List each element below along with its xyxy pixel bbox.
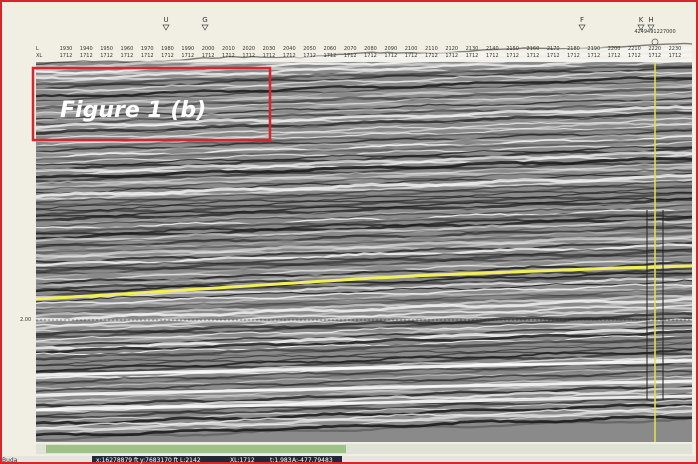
- inline-label: 2180: [567, 46, 580, 52]
- crossline-label: 1712: [222, 53, 235, 59]
- inline-label: 2160: [527, 46, 540, 52]
- crossline-label: 1712: [100, 53, 113, 59]
- inline-label: 2170: [547, 46, 560, 52]
- screenshot: Figure 1 (b) 2.00 LXL1930171219401712195…: [0, 0, 698, 464]
- inline-label: 2110: [425, 46, 438, 52]
- crossline-label: 1712: [669, 53, 682, 59]
- inline-label: 2120: [445, 46, 458, 52]
- crossline-label: 1712: [425, 53, 438, 59]
- crossline-label: 1712: [648, 53, 661, 59]
- crossline-label: 1712: [506, 53, 519, 59]
- crossline-label: 1712: [80, 53, 93, 59]
- row-label: XL: [36, 53, 42, 59]
- inline-label: 2090: [384, 46, 397, 52]
- crossline-label: 1712: [527, 53, 540, 59]
- crossline-label: 1712: [466, 53, 479, 59]
- well-marker: F: [580, 16, 584, 24]
- status-field: y:7683170 ft: [140, 457, 179, 464]
- inline-label: 2100: [405, 46, 418, 52]
- inline-label: 2140: [486, 46, 499, 52]
- time-label: 2.00: [20, 317, 31, 323]
- inline-label: 1930: [60, 46, 73, 52]
- crossline-label: 1712: [60, 53, 73, 59]
- well-marker: K: [639, 16, 644, 24]
- well-marker: G: [202, 16, 207, 24]
- inline-label: 1960: [121, 46, 134, 52]
- inline-label: 1970: [141, 46, 154, 52]
- inline-label: 2000: [202, 46, 215, 52]
- status-field: A:-477.79483: [292, 457, 333, 464]
- crossline-label: 1712: [181, 53, 194, 59]
- inline-label: 1950: [100, 46, 113, 52]
- row-label: L: [36, 46, 39, 52]
- inline-label: 2080: [364, 46, 377, 52]
- inline-label: 2060: [324, 46, 337, 52]
- crossline-label: 1712: [263, 53, 276, 59]
- inline-label: 2030: [263, 46, 276, 52]
- crossline-label: 1712: [486, 53, 499, 59]
- inline-label: 1940: [80, 46, 93, 52]
- well-marker: U: [163, 16, 168, 24]
- inline-label: 2070: [344, 46, 357, 52]
- inline-label: 2230: [669, 46, 682, 52]
- crossline-label: 1712: [608, 53, 621, 59]
- status-field: x:16278879 ft: [96, 457, 139, 464]
- crossline-label: 1712: [121, 53, 134, 59]
- status-field: L:2142: [180, 457, 201, 464]
- crossline-label: 1712: [283, 53, 296, 59]
- crossline-label: 1712: [161, 53, 174, 59]
- crossline-label: 1712: [242, 53, 255, 59]
- crossline-label: 1712: [567, 53, 580, 59]
- inline-label: 1980: [161, 46, 174, 52]
- crossline-label: 1712: [405, 53, 418, 59]
- status-field: Buda: [2, 457, 18, 464]
- inline-label: 2190: [587, 46, 600, 52]
- well-marker: H: [648, 16, 653, 24]
- inline-label: 2200: [608, 46, 621, 52]
- figure-label: Figure 1 (b): [60, 98, 206, 123]
- inline-label: 2130: [466, 46, 479, 52]
- crossline-label: 1712: [547, 53, 560, 59]
- inline-label: 2210: [628, 46, 641, 52]
- inline-label: 1990: [181, 46, 194, 52]
- crossline-label: 1712: [344, 53, 357, 59]
- crossline-label: 1712: [384, 53, 397, 59]
- crossline-label: 1712: [445, 53, 458, 59]
- inline-label: 2150: [506, 46, 519, 52]
- crossline-label: 1712: [628, 53, 641, 59]
- inline-label: 2040: [283, 46, 296, 52]
- status-field: t:1.983: [270, 457, 292, 464]
- status-field: XL:1712: [230, 457, 255, 464]
- crossline-label: 1712: [587, 53, 600, 59]
- crossline-label: 1712: [324, 53, 337, 59]
- inline-label: 2220: [648, 46, 661, 52]
- inline-label: 2050: [303, 46, 316, 52]
- seismic-view: Figure 1 (b) 2.00 LXL1930171219401712195…: [0, 0, 698, 464]
- well-name: 4249491227000: [634, 29, 675, 35]
- inline-label: 2020: [242, 46, 255, 52]
- crossline-label: 1712: [303, 53, 316, 59]
- crossline-label: 1712: [364, 53, 377, 59]
- inline-label: 2010: [222, 46, 235, 52]
- scroll-thumb[interactable]: [46, 445, 346, 453]
- crossline-label: 1712: [141, 53, 154, 59]
- crossline-label: 1712: [202, 53, 215, 59]
